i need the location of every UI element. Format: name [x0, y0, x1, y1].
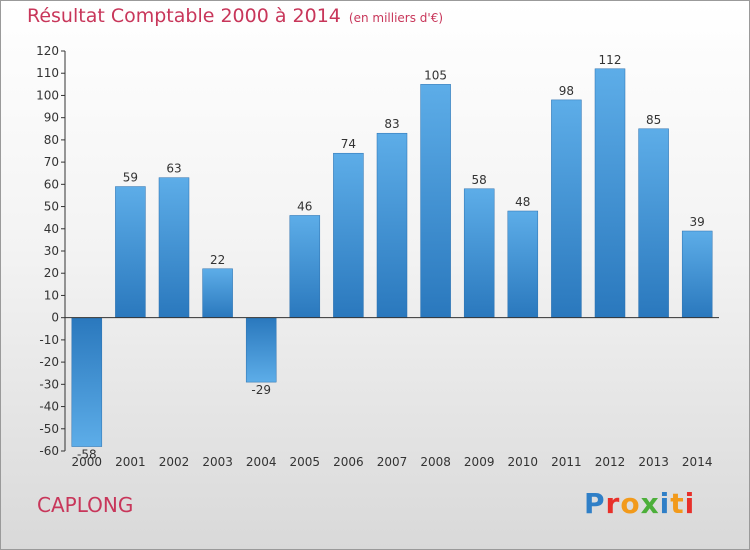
data-label-2010: 48 [515, 195, 530, 209]
data-label-2001: 59 [123, 171, 138, 185]
x-axis: 2000 2001 2002 2003 2004 2005 2006 2007 2008 2009… [65, 317, 719, 469]
bar-2005 [289, 215, 321, 318]
commune-name: CAPLONG [37, 493, 134, 517]
data-label-2012: 112 [599, 53, 622, 67]
y-axis: -60 -50 -40 -30 -20 -10 0 10 20 30 40 50 60 70 80 90 100… [36, 44, 66, 458]
data-label-2002: 63 [166, 162, 181, 176]
y-tick-label: 0 [51, 311, 59, 325]
bar-2002 [158, 177, 190, 318]
logo-letter: i [684, 487, 696, 520]
x-tick-label: 2005 [290, 455, 321, 469]
chart-title: Résultat Comptable 2000 à 2014 (en millie… [27, 5, 443, 27]
bar-2004 [245, 317, 277, 383]
bar-2006 [333, 152, 364, 318]
bar-2013 [638, 128, 669, 318]
bar-2007 [376, 132, 408, 318]
y-tick-label: 10 [44, 288, 59, 302]
y-tick-label: -40 [39, 400, 59, 414]
y-tick-label: 120 [36, 44, 59, 58]
y-tick-label: 90 [44, 111, 59, 125]
x-tick-label: 2008 [420, 455, 451, 469]
bar-2001 [115, 186, 146, 318]
y-tick-label: 100 [36, 88, 59, 102]
x-tick-label: 2001 [115, 455, 146, 469]
data-label-2008: 105 [424, 68, 447, 82]
x-tick-label: 2012 [595, 455, 626, 469]
y-tick-label: 20 [44, 266, 59, 280]
y-tick-label: 70 [44, 155, 59, 169]
x-tick-label: 2009 [464, 455, 495, 469]
bars [71, 68, 713, 447]
x-tick-label: 2002 [159, 455, 190, 469]
bar-2009 [463, 188, 495, 318]
data-label-2013: 85 [646, 113, 661, 127]
x-tick-label: 2007 [377, 455, 408, 469]
logo-letter: r [605, 487, 621, 520]
chart-subtitle: (en milliers d'€) [348, 11, 444, 25]
y-tick-label: -50 [39, 422, 59, 436]
bar-2014 [681, 230, 713, 318]
y-tick-label: -20 [39, 355, 59, 369]
data-label-2004: -29 [251, 383, 271, 397]
data-label-2014: 39 [690, 215, 705, 229]
logo-letter: P [584, 487, 606, 520]
y-tick-label: 40 [44, 222, 59, 236]
y-tick-label: 60 [44, 177, 59, 191]
chart-title-text: Résultat Comptable 2000 à 2014 [27, 5, 341, 27]
x-tick-label: 2000 [72, 455, 103, 469]
proxiti-logo: Proxiti [584, 487, 695, 520]
data-label-2003: 22 [210, 253, 225, 267]
x-tick-label: 2006 [333, 455, 364, 469]
data-label-2011: 98 [559, 84, 574, 98]
x-tick-label: 2014 [682, 455, 713, 469]
bar-2010 [507, 210, 539, 318]
data-labels: -58 59 63 22 -29 46 74 83 105 58 48 98 112 85 39 [77, 53, 705, 462]
data-label-2006: 74 [341, 137, 356, 151]
y-tick-label: -30 [39, 377, 59, 391]
x-tick-label: 2011 [551, 455, 582, 469]
logo-letter: x [640, 487, 660, 520]
bar-2011 [551, 99, 582, 318]
y-tick-label: 80 [44, 133, 59, 147]
x-tick-label: 2003 [202, 455, 233, 469]
y-tick-label: 110 [36, 66, 59, 80]
data-label-2005: 46 [297, 199, 312, 213]
bar-2008 [420, 84, 451, 318]
x-tick-label: 2004 [246, 455, 277, 469]
bar-2012 [594, 68, 626, 318]
logo-letter: o [620, 487, 641, 520]
logo-letter: t [670, 487, 685, 520]
data-label-2007: 83 [384, 117, 399, 131]
y-tick-label: 30 [44, 244, 59, 258]
data-label-2000: -58 [77, 448, 97, 462]
x-tick-label: 2013 [638, 455, 669, 469]
y-tick-label: -10 [39, 333, 59, 347]
y-tick-label: -60 [39, 444, 59, 458]
bar-2000 [71, 317, 103, 447]
y-tick-label: 50 [44, 200, 59, 214]
x-tick-label: 2010 [508, 455, 539, 469]
bar-2003 [202, 268, 233, 318]
data-label-2009: 58 [472, 173, 487, 187]
logo-letter: i [659, 487, 671, 520]
